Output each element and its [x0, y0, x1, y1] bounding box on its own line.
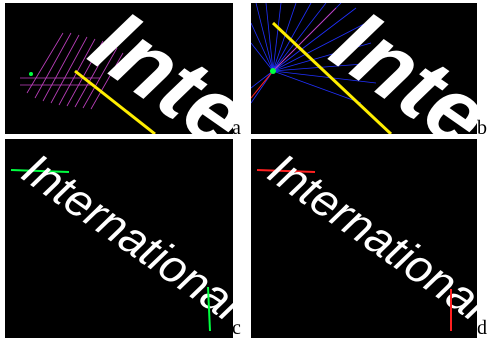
panel-c-label: c [232, 317, 241, 339]
panel-c-image: International [10, 143, 233, 332]
panel-a-baseline [74, 69, 156, 134]
panel-d-image: International [256, 143, 477, 332]
panel-a-marker [29, 72, 33, 76]
panel-b-word: Inte [315, 3, 477, 134]
panel-b-image: Inte [251, 3, 477, 134]
panel-c-word: International [13, 143, 233, 332]
panel-b-baseline [271, 21, 393, 134]
panel-b-ray-red [251, 70, 274, 99]
panel-a-word: Inte [74, 3, 233, 134]
panel-d-word: International [259, 143, 477, 332]
panel-b-ray-magenta [272, 7, 337, 72]
panel-a-image: Inte [20, 3, 233, 134]
panel-d-label: d [477, 317, 487, 339]
panel-c-top-marker [10, 169, 70, 173]
panel-a-label: a [232, 117, 241, 139]
panel-b: Inte [251, 3, 477, 134]
panel-d: International [251, 139, 477, 338]
panel-b-marker [270, 68, 276, 74]
panel-b-label: b [477, 117, 487, 139]
panel-c: International [5, 139, 233, 338]
panel-c-end-marker [207, 286, 211, 332]
panel-b-rays [251, 3, 377, 104]
panel-d-top-marker [256, 169, 316, 173]
panel-a: Inte [5, 3, 233, 134]
